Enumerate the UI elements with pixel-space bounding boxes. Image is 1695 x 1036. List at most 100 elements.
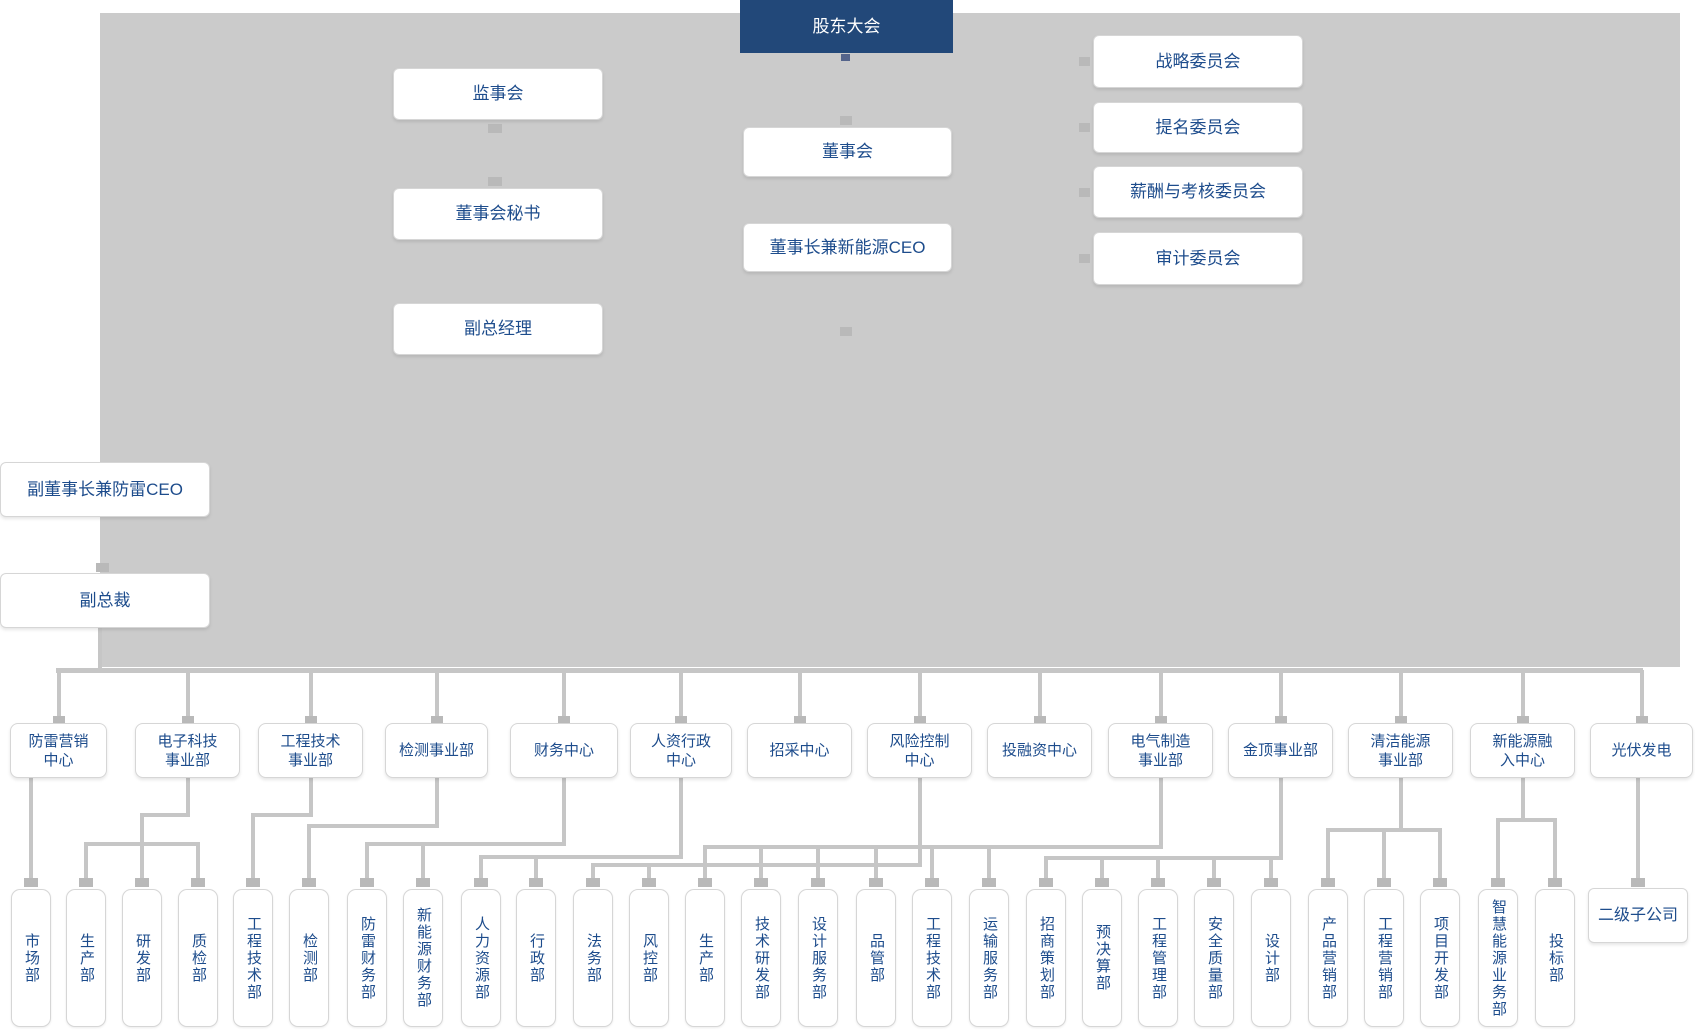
audit-committee-box: 审计委员会 <box>1093 232 1303 285</box>
bottom-dept-box: 研发部 <box>122 889 162 1027</box>
middle-dept-box: 清洁能源 事业部 <box>1348 723 1453 778</box>
connector-line <box>1279 778 1283 860</box>
bottom-dept-box: 投标部 <box>1535 889 1575 1027</box>
connector-line <box>479 855 683 859</box>
connector-line <box>251 813 255 880</box>
connector-line <box>186 670 190 723</box>
connector-line <box>562 670 566 723</box>
strategy-committee-box: 战略委员会 <box>1093 35 1303 88</box>
connector-line <box>1044 856 1283 860</box>
connector-line <box>29 778 33 880</box>
connector-line <box>679 670 683 723</box>
bottom-dept-box: 人力资源部 <box>461 889 501 1027</box>
bottom-dept-box: 工程技术部 <box>233 889 273 1027</box>
connector-line <box>84 842 88 880</box>
bottom-dept-box: 项目开发部 <box>1420 889 1460 1027</box>
connector-line <box>987 845 991 880</box>
bottom-dept-box: 行政部 <box>516 889 556 1027</box>
connector-node-square <box>1039 878 1053 887</box>
bottom-dept-box: 招商策划部 <box>1026 889 1066 1027</box>
connector-node-square <box>1433 878 1447 887</box>
shareholders-meeting-box: 股东大会 <box>740 0 953 53</box>
connector-node-square <box>982 878 996 887</box>
connector-node-square <box>488 124 502 133</box>
compensation-assessment-committee-box: 薪酬与考核委员会 <box>1093 166 1303 218</box>
bottom-dept-box: 产品营销部 <box>1308 889 1348 1027</box>
connector-line <box>1279 670 1283 723</box>
connector-node-square <box>24 878 38 887</box>
connector-line <box>1399 670 1403 723</box>
connector-node-square <box>416 878 430 887</box>
connector-line <box>1521 670 1525 723</box>
connector-line <box>435 670 439 723</box>
connector-node-square <box>558 716 570 724</box>
bottom-dept-box: 防雷财务部 <box>347 889 387 1027</box>
connector-node-square <box>1079 123 1090 132</box>
connector-line <box>1496 818 1557 822</box>
supervisory-board-box: 监事会 <box>393 68 603 120</box>
connector-node-square <box>1034 716 1046 724</box>
connector-node-square <box>840 327 852 336</box>
connector-line <box>479 855 483 880</box>
connector-node-square <box>1321 878 1335 887</box>
middle-dept-box: 风险控制 中心 <box>867 723 972 778</box>
connector-line <box>1521 778 1525 822</box>
connector-line <box>140 842 144 880</box>
connector-node-square <box>794 716 806 724</box>
connector-line <box>874 845 878 880</box>
deputy-general-manager-box: 副总经理 <box>393 303 603 355</box>
bottom-dept-box: 生产部 <box>685 889 725 1027</box>
connector-node-square <box>754 878 768 887</box>
vice-chairman-lightning-ceo-box: 副董事长兼防雷CEO <box>0 462 210 517</box>
bottom-dept-box: 检测部 <box>289 889 329 1027</box>
subsidiary-box: 二级子公司 <box>1588 888 1688 943</box>
connector-node-square <box>1264 878 1278 887</box>
middle-dept-box: 电气制造 事业部 <box>1108 723 1213 778</box>
connector-node-square <box>642 878 656 887</box>
connector-node-square <box>586 878 600 887</box>
bottom-dept-box: 生产部 <box>66 889 106 1027</box>
bottom-dept-box: 品管部 <box>856 889 896 1027</box>
connector-node-square <box>1636 716 1648 724</box>
connector-line <box>57 670 61 723</box>
connector-node-square <box>925 878 939 887</box>
middle-dept-box: 光伏发电 <box>1590 723 1693 778</box>
connector-line <box>307 824 439 828</box>
connector-line <box>1553 818 1557 880</box>
connector-line <box>1636 778 1640 880</box>
connector-line <box>1156 856 1160 880</box>
middle-dept-box: 电子科技 事业部 <box>135 723 240 778</box>
connector-node-square <box>1079 57 1090 66</box>
connector-line <box>56 668 1643 673</box>
connector-line <box>1038 670 1042 723</box>
connector-line <box>140 813 190 817</box>
connector-line <box>679 778 683 859</box>
connector-node-square <box>53 716 65 724</box>
connector-line <box>918 778 922 867</box>
connector-line <box>365 842 369 880</box>
connector-node-square <box>1079 254 1090 263</box>
connector-node-square <box>488 177 502 186</box>
connector-node-square <box>305 716 317 724</box>
bottom-dept-box: 设计服务部 <box>798 889 838 1027</box>
connector-line <box>251 813 313 817</box>
bottom-dept-box: 工程技术部 <box>912 889 952 1027</box>
watermark-backdrop <box>100 13 1680 667</box>
connector-line <box>1159 670 1163 723</box>
connector-node-square <box>1079 188 1090 197</box>
connector-node-square <box>698 878 712 887</box>
connector-node-square <box>811 878 825 887</box>
connector-node-square <box>360 878 374 887</box>
bottom-dept-box: 预决算部 <box>1082 889 1122 1027</box>
middle-dept-box: 防雷营销 中心 <box>10 723 107 778</box>
nomination-committee-box: 提名委员会 <box>1093 102 1303 153</box>
bottom-dept-box: 市场部 <box>11 889 51 1027</box>
connector-line <box>1100 856 1104 880</box>
connector-line <box>309 778 313 813</box>
connector-line <box>98 628 102 672</box>
board-of-directors-box: 董事会 <box>743 127 952 177</box>
bottom-dept-box: 技术研发部 <box>741 889 781 1027</box>
connector-line <box>798 670 802 723</box>
bottom-dept-box: 新能源财务部 <box>403 889 443 1027</box>
connector-node-square <box>1631 878 1645 887</box>
